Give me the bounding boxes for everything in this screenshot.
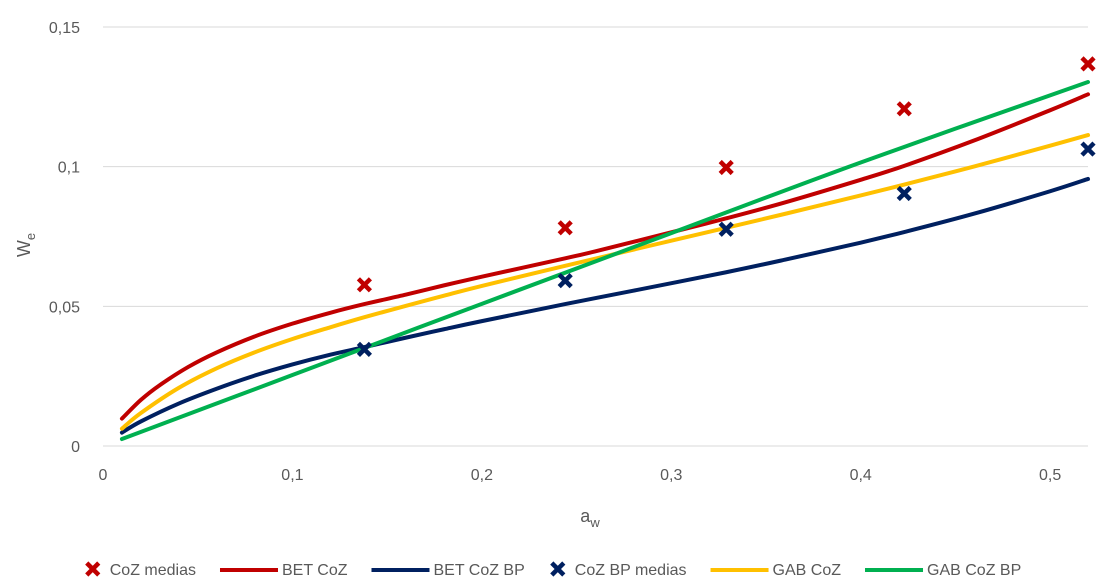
- data-point-coz-bp-medias-glyph: [1080, 141, 1096, 157]
- data-point-coz-bp-medias: [557, 273, 573, 289]
- series-line-gab-coz-bp: [119, 80, 1090, 442]
- x-tick-label: 0,2: [471, 467, 493, 484]
- legend-marker-swatch: [550, 561, 566, 577]
- x-tick-label: 0,3: [660, 467, 682, 484]
- x-tick-label: 0,4: [850, 467, 872, 484]
- x-axis-label: aw: [580, 506, 600, 530]
- series-line-bet-coz-bp: [119, 176, 1090, 435]
- data-point-coz-medias: [557, 220, 573, 236]
- legend-item-gab-coz: GAB CoZ: [710, 562, 842, 579]
- legend-label: GAB CoZ BP: [927, 562, 1021, 579]
- y-tick-label: 0,1: [58, 160, 80, 177]
- legend-label: BET CoZ BP: [433, 562, 524, 579]
- data-point-coz-medias-glyph: [557, 220, 573, 236]
- data-point-coz-bp-medias: [1080, 141, 1096, 157]
- legend: CoZ medias BET CoZ BET CoZ BP CoZ BP medias…: [85, 561, 1021, 579]
- data-point-coz-medias-glyph: [718, 159, 734, 176]
- data-point-coz-bp-medias: [896, 185, 912, 202]
- axes: 0 0,05 0,1 0,15 0 0,1 0,2 0,3 0,4 0,5: [49, 20, 1088, 484]
- y-tick-label: 0,15: [49, 20, 80, 37]
- legend-label: GAB CoZ: [773, 562, 842, 579]
- data-point-coz-bp-medias-glyph: [356, 341, 372, 357]
- y-axis-label: We: [14, 233, 38, 257]
- legend-item-gab-coz-bp: GAB CoZ BP: [865, 562, 1021, 579]
- data-point-coz-bp-medias-glyph: [718, 221, 734, 237]
- data-point-coz-medias: [356, 277, 372, 293]
- legend-marker-swatch-glyph: [85, 561, 101, 577]
- data-point-coz-bp-medias: [356, 341, 372, 357]
- data-point-coz-bp-medias-glyph: [557, 273, 573, 289]
- y-tick-label: 0: [71, 439, 80, 456]
- series-line-gab-coz: [119, 133, 1090, 431]
- legend-item-coz-bp-medias: CoZ BP medias: [550, 561, 687, 579]
- data-point-coz-medias: [896, 101, 912, 117]
- data-point-coz-medias-glyph: [356, 277, 372, 293]
- data-point-coz-bp-medias-glyph: [896, 185, 912, 202]
- legend-label: BET CoZ: [282, 562, 348, 579]
- y-tick-label: 0,05: [49, 299, 80, 316]
- legend-item-coz-medias: CoZ medias: [85, 561, 196, 579]
- data-point-coz-medias: [1080, 56, 1096, 72]
- data-point-coz-medias-glyph: [896, 101, 912, 117]
- x-tick-label: 0,5: [1039, 467, 1061, 484]
- legend-label: CoZ BP medias: [575, 562, 687, 579]
- data-point-coz-bp-medias: [718, 221, 734, 237]
- x-tick-label: 0: [99, 467, 108, 484]
- x-tick-label: 0,1: [281, 467, 303, 484]
- legend-item-bet-coz-bp: BET CoZ BP: [371, 562, 525, 579]
- data-point-coz-medias-glyph: [1080, 56, 1096, 72]
- legend-item-bet-coz: BET CoZ: [219, 562, 348, 579]
- gridlines: [103, 26, 1088, 307]
- legend-marker-swatch-glyph: [550, 561, 566, 577]
- legend-label: CoZ medias: [110, 562, 196, 579]
- data-point-coz-medias: [718, 159, 734, 176]
- legend-marker-swatch: [85, 561, 101, 577]
- plot-area: [119, 56, 1096, 442]
- series-line-bet-coz: [119, 92, 1090, 421]
